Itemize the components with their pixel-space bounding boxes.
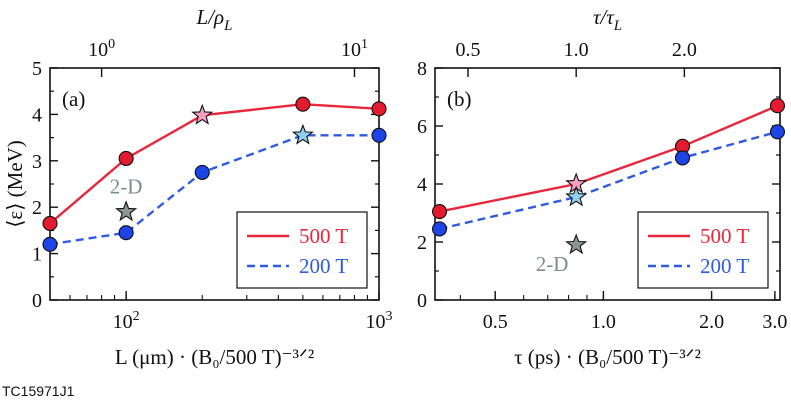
figure-caption: TC15971J1 <box>2 383 75 399</box>
series-line-500T <box>49 102 380 225</box>
y-tick-label: 2 <box>417 232 427 254</box>
data-point <box>295 96 311 112</box>
y-tick-label: 6 <box>417 116 427 138</box>
series-line-200T <box>439 130 778 231</box>
legend-label: 200 T <box>299 254 348 278</box>
top-tick-label: 0.5 <box>455 39 480 61</box>
legend-label: 500 T <box>700 224 749 248</box>
y-tick-label: 0 <box>417 290 427 312</box>
legend-label: 200 T <box>700 254 749 278</box>
top-axis-title: L/ρL <box>196 5 233 34</box>
y-tick-label: 2 <box>32 197 42 219</box>
star-marker-2d <box>565 233 588 255</box>
data-point <box>118 225 134 241</box>
panel-a: 0 1 2 3 4 5 102 103 100 101 L/ρL L (μm) · (B₀/500 T… <box>3 5 393 369</box>
legend-label: 500 T <box>299 224 348 248</box>
series-line-500T <box>439 104 778 213</box>
y-axis-title: ⟨ε⟩ (MeV) <box>3 140 27 228</box>
data-point <box>769 98 786 114</box>
x-tick-label: 1.0 <box>591 311 616 333</box>
top-axis-title: τ/τL <box>593 5 622 34</box>
annotation-2d: 2-D <box>536 252 569 276</box>
legend: 500 T 200 T <box>637 211 769 289</box>
data-point <box>674 150 691 166</box>
x-tick-label: 103 <box>366 309 393 333</box>
data-point <box>42 215 58 231</box>
x-axis-title: L (μm) · (B₀/500 T)⁻³ᐟ² <box>115 345 314 369</box>
top-tick-label: 101 <box>341 37 368 61</box>
star-marker <box>291 123 314 145</box>
data-point <box>42 236 58 252</box>
panel-label: (b) <box>447 87 472 111</box>
star-marker <box>565 185 588 207</box>
data-point <box>371 101 387 117</box>
y-tick-label: 8 <box>417 58 427 80</box>
y-tick-label: 3 <box>32 151 42 173</box>
data-point <box>431 221 448 237</box>
star-marker <box>191 103 214 125</box>
legend-box <box>637 211 769 289</box>
x-tick-label: 102 <box>113 309 140 333</box>
star-marker-2d <box>115 200 138 222</box>
data-point <box>371 127 387 143</box>
y-tick-label: 5 <box>32 58 42 80</box>
data-point <box>118 150 134 167</box>
annotation-2d: 2-D <box>110 174 143 198</box>
x-tick-label: 3.0 <box>762 311 787 333</box>
y-tick-label: 4 <box>417 174 427 196</box>
top-tick-label: 1.0 <box>564 39 589 61</box>
data-point <box>769 124 786 140</box>
panel-label: (a) <box>62 87 85 111</box>
data-point <box>431 204 448 220</box>
x-axis-title: τ (ps) · (B₀/500 T)⁻³ᐟ² <box>514 345 701 369</box>
panel-b: 0 2 4 6 8 0.5 1.0 2.0 3.0 0.5 1.0 2.0 τ/τL τ (ps) · (… <box>417 5 787 369</box>
top-tick-label: 100 <box>88 37 115 61</box>
legend: 500 T 200 T <box>236 211 368 289</box>
y-tick-label: 1 <box>32 244 42 266</box>
legend-box <box>236 211 368 289</box>
top-tick-label: 2.0 <box>672 39 697 61</box>
x-tick-label: 2.0 <box>699 311 724 333</box>
data-point <box>194 164 210 180</box>
x-tick-label: 0.5 <box>483 311 508 333</box>
y-tick-label: 0 <box>32 290 42 312</box>
y-tick-label: 4 <box>32 104 42 126</box>
